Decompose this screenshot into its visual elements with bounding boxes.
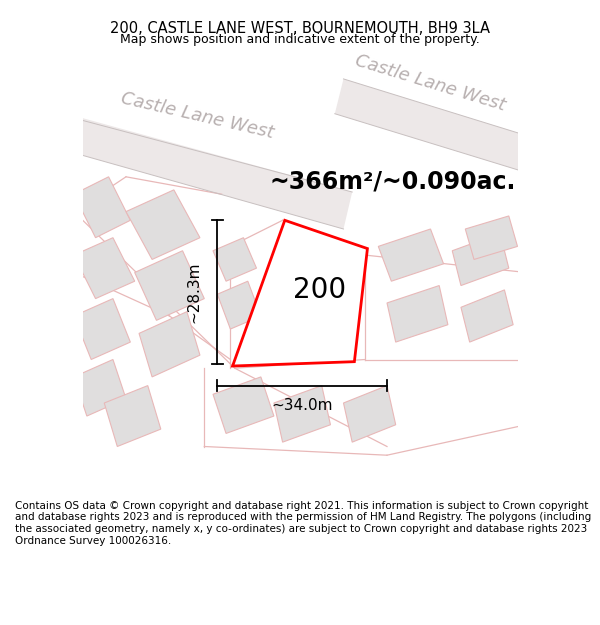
Polygon shape	[213, 238, 257, 281]
Text: 200, CASTLE LANE WEST, BOURNEMOUTH, BH9 3LA: 200, CASTLE LANE WEST, BOURNEMOUTH, BH9 …	[110, 21, 490, 36]
Text: ~366m²/~0.090ac.: ~366m²/~0.090ac.	[269, 169, 516, 193]
Polygon shape	[452, 233, 509, 286]
Polygon shape	[387, 286, 448, 342]
Polygon shape	[217, 281, 261, 329]
Polygon shape	[74, 177, 130, 238]
Polygon shape	[343, 386, 396, 442]
Polygon shape	[233, 220, 367, 366]
Polygon shape	[74, 359, 126, 416]
Text: 200: 200	[293, 276, 346, 304]
Polygon shape	[126, 190, 200, 259]
Polygon shape	[74, 299, 130, 359]
Polygon shape	[213, 377, 274, 434]
Polygon shape	[104, 386, 161, 446]
Text: Castle Lane West: Castle Lane West	[119, 89, 276, 142]
Polygon shape	[461, 290, 513, 342]
Text: ~34.0m: ~34.0m	[271, 398, 333, 412]
Polygon shape	[466, 216, 517, 259]
Polygon shape	[74, 118, 352, 229]
Polygon shape	[335, 79, 526, 172]
Polygon shape	[139, 312, 200, 377]
Polygon shape	[274, 386, 331, 442]
Polygon shape	[134, 251, 204, 321]
Text: Contains OS data © Crown copyright and database right 2021. This information is : Contains OS data © Crown copyright and d…	[15, 501, 591, 546]
Text: Map shows position and indicative extent of the property.: Map shows position and indicative extent…	[120, 32, 480, 46]
Text: ~28.3m: ~28.3m	[186, 261, 201, 323]
Polygon shape	[74, 238, 134, 299]
Polygon shape	[379, 229, 443, 281]
Text: Castle Lane West: Castle Lane West	[353, 52, 508, 115]
